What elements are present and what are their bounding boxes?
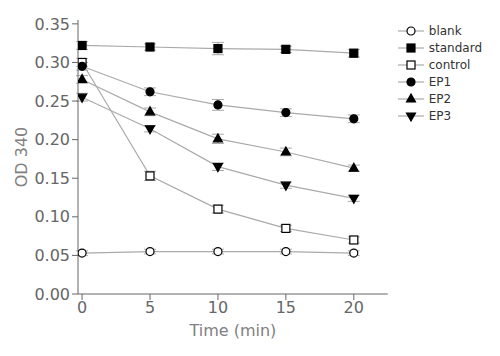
html-text:control: control	[428, 58, 471, 72]
svg-text:0.35: 0.35	[34, 15, 70, 34]
html-text:EP3: EP3	[428, 109, 452, 123]
svg-text:15: 15	[276, 298, 296, 317]
svg-text:0.05: 0.05	[34, 246, 70, 265]
html-text:standard: standard	[428, 41, 482, 55]
html-text:blank: blank	[428, 24, 462, 38]
svg-text:5: 5	[145, 298, 155, 317]
svg-text:0.30: 0.30	[34, 53, 70, 72]
html-text:EP2: EP2	[428, 92, 452, 106]
svg-text:0.00: 0.00	[34, 285, 70, 304]
svg-text:20: 20	[344, 298, 364, 317]
svg-text:Time (min): Time (min)	[188, 321, 276, 340]
svg-text:0: 0	[77, 298, 87, 317]
svg-text:10: 10	[208, 298, 228, 317]
svg-text:0.10: 0.10	[34, 207, 70, 226]
svg-text:0.20: 0.20	[34, 130, 70, 149]
svg-text:OD 340: OD 340	[12, 127, 31, 188]
svg-text:0.25: 0.25	[34, 92, 70, 111]
html-text:EP1: EP1	[428, 75, 452, 89]
svg-text:0.15: 0.15	[34, 169, 70, 188]
